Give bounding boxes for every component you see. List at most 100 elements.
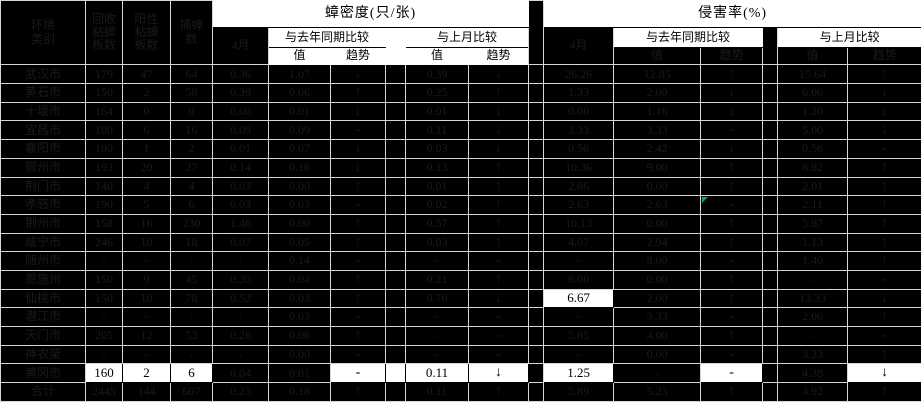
- cell-d_month[interactable]: 0.36: [212, 64, 269, 85]
- cell-positive[interactable]: 1: [122, 139, 171, 159]
- cell-d_month[interactable]: 0.14: [212, 157, 269, 178]
- cell-d_yr_tr[interactable]: ↓: [330, 64, 386, 85]
- cell-d_yr_tr[interactable]: -: [330, 120, 386, 141]
- cell-i_yr_tr[interactable]: -: [700, 120, 764, 141]
- cell-d_yr_val[interactable]: 0.05: [268, 232, 331, 253]
- cell-caught[interactable]: 16: [170, 120, 213, 141]
- gap-cell[interactable]: [762, 176, 779, 197]
- cell-i_mo_tr[interactable]: ↑: [847, 344, 921, 365]
- cell-d_yr_tr[interactable]: ↑: [330, 232, 386, 253]
- cell-positive[interactable]: -: [122, 251, 171, 271]
- cell-d_yr_val[interactable]: 0.03: [268, 195, 331, 215]
- gap-cell[interactable]: [385, 195, 406, 215]
- row-label[interactable]: 襄阳市: [0, 139, 86, 159]
- cell-i_mo_tr[interactable]: ↓: [847, 101, 921, 122]
- cell-i_month[interactable]: -: [543, 307, 615, 328]
- cell-i_mo_val[interactable]: -: [777, 326, 849, 346]
- gap-cell[interactable]: [762, 213, 779, 234]
- gap-cell[interactable]: [385, 251, 406, 271]
- cell-d_month[interactable]: 0.52: [212, 288, 269, 309]
- header-value-label[interactable]: 值: [268, 46, 331, 66]
- gap-cell[interactable]: [528, 269, 545, 290]
- gap-cell[interactable]: [762, 307, 779, 328]
- cell-i_yr_tr[interactable]: ↑: [700, 288, 764, 309]
- row-label[interactable]: 仙桃市: [0, 288, 86, 309]
- cell-d_mo_tr[interactable]: ↑: [467, 213, 530, 234]
- cell-i_yr_val[interactable]: 0.00: [613, 269, 702, 290]
- cell-positive[interactable]: 47: [122, 64, 171, 85]
- cell-boards[interactable]: 150: [85, 83, 123, 103]
- cell-i_mo_val[interactable]: 3.23: [777, 344, 849, 365]
- header-density-month[interactable]: 4月: [212, 26, 269, 66]
- gap-cell[interactable]: [528, 176, 545, 197]
- gap-cell[interactable]: [762, 83, 779, 103]
- cell-d_month[interactable]: -: [212, 251, 269, 271]
- cell-boards[interactable]: 164: [85, 101, 123, 122]
- cell-d_yr_tr[interactable]: ↓: [330, 101, 386, 122]
- cell-d_month[interactable]: 0.04: [212, 363, 269, 384]
- cell-i_yr_val[interactable]: 4.00: [613, 326, 702, 346]
- header-col-caught[interactable]: 捕蟑 数: [170, 0, 213, 66]
- cell-boards[interactable]: 246: [85, 232, 123, 253]
- cell-d_month[interactable]: 0.25: [212, 382, 269, 402]
- cell-i_mo_tr[interactable]: ↓: [847, 83, 921, 103]
- cell-positive[interactable]: 10: [122, 232, 171, 253]
- cell-i_mo_val[interactable]: 2.01: [777, 176, 849, 197]
- gap-cell[interactable]: [385, 288, 406, 309]
- cell-d_month[interactable]: 0.03: [212, 176, 269, 197]
- cell-i_mo_tr[interactable]: ↑: [847, 232, 921, 253]
- cell-caught[interactable]: 53: [170, 326, 213, 346]
- cell-d_mo_tr[interactable]: -: [467, 251, 530, 271]
- cell-d_mo_val[interactable]: 0.11: [405, 382, 469, 402]
- cell-d_yr_tr[interactable]: ↑: [330, 382, 386, 402]
- cell-i_yr_tr[interactable]: ↓: [700, 83, 764, 103]
- cell-i_yr_val[interactable]: 0.00: [613, 213, 702, 234]
- cell-positive[interactable]: 2: [122, 83, 171, 103]
- header-infest-vs-last-month[interactable]: 与上月比较: [777, 27, 921, 48]
- cell-i_yr_tr[interactable]: ↑: [700, 326, 764, 346]
- header-density-vs-last-month[interactable]: 与上月比较: [404, 27, 530, 48]
- cell-d_yr_tr[interactable]: ↑: [330, 213, 386, 234]
- cell-i_yr_val[interactable]: 9.00: [613, 157, 702, 178]
- cell-i_mo_val[interactable]: -: [777, 269, 849, 290]
- cell-positive[interactable]: -: [122, 307, 171, 328]
- cell-i_yr_val[interactable]: -: [613, 363, 702, 384]
- row-label[interactable]: 孝感市: [0, 195, 86, 215]
- cell-i_mo_tr[interactable]: ↑: [847, 195, 921, 215]
- cell-d_month[interactable]: 0.09: [212, 120, 269, 141]
- cell-i_mo_tr[interactable]: ↓: [847, 120, 921, 141]
- gap-cell[interactable]: [528, 213, 545, 234]
- gap-cell[interactable]: [528, 363, 545, 384]
- gap-cell[interactable]: [385, 269, 406, 290]
- row-label[interactable]: 宜昌市: [0, 120, 86, 141]
- cell-i_mo_val[interactable]: 13.33: [777, 288, 849, 309]
- cell-i_mo_tr[interactable]: ↓: [847, 363, 921, 384]
- cell-i_mo_tr[interactable]: ↑: [847, 213, 921, 234]
- cell-i_mo_val[interactable]: 4.92: [777, 382, 849, 402]
- cell-positive[interactable]: 10: [122, 288, 171, 309]
- cell-d_mo_val[interactable]: -: [405, 251, 469, 271]
- cell-i_yr_val[interactable]: 2.42: [613, 139, 702, 159]
- gap-cell[interactable]: [385, 213, 406, 234]
- gap-cell[interactable]: [528, 157, 545, 178]
- gap-cell[interactable]: [385, 326, 406, 346]
- gap-cell[interactable]: [528, 83, 545, 103]
- cell-i_yr_tr[interactable]: ↑: [700, 269, 764, 290]
- cell-d_month[interactable]: -: [212, 344, 269, 365]
- header-value-label[interactable]: 值: [613, 46, 702, 66]
- cell-i_mo_val[interactable]: 5.00: [777, 120, 849, 141]
- cell-d_mo_val[interactable]: 0.21: [405, 269, 469, 290]
- cell-d_mo_val[interactable]: 0.70: [405, 288, 469, 309]
- cell-i_month[interactable]: 10.36: [543, 157, 615, 178]
- row-label[interactable]: 恩施州: [0, 269, 86, 290]
- cell-d_yr_tr[interactable]: -: [330, 251, 386, 271]
- cell-i_month[interactable]: 3.33: [543, 120, 615, 141]
- cell-caught[interactable]: 2: [170, 139, 213, 159]
- cell-boards[interactable]: 150: [85, 269, 123, 290]
- cell-d_yr_tr[interactable]: ↑: [330, 176, 386, 197]
- cell-boards[interactable]: 179: [85, 64, 123, 85]
- header-trend-label[interactable]: 趋势: [700, 46, 764, 66]
- cell-d_yr_val[interactable]: 0.16: [268, 157, 331, 178]
- row-label[interactable]: 荆州市: [0, 213, 86, 234]
- cell-i_yr_tr[interactable]: ↓: [700, 101, 764, 122]
